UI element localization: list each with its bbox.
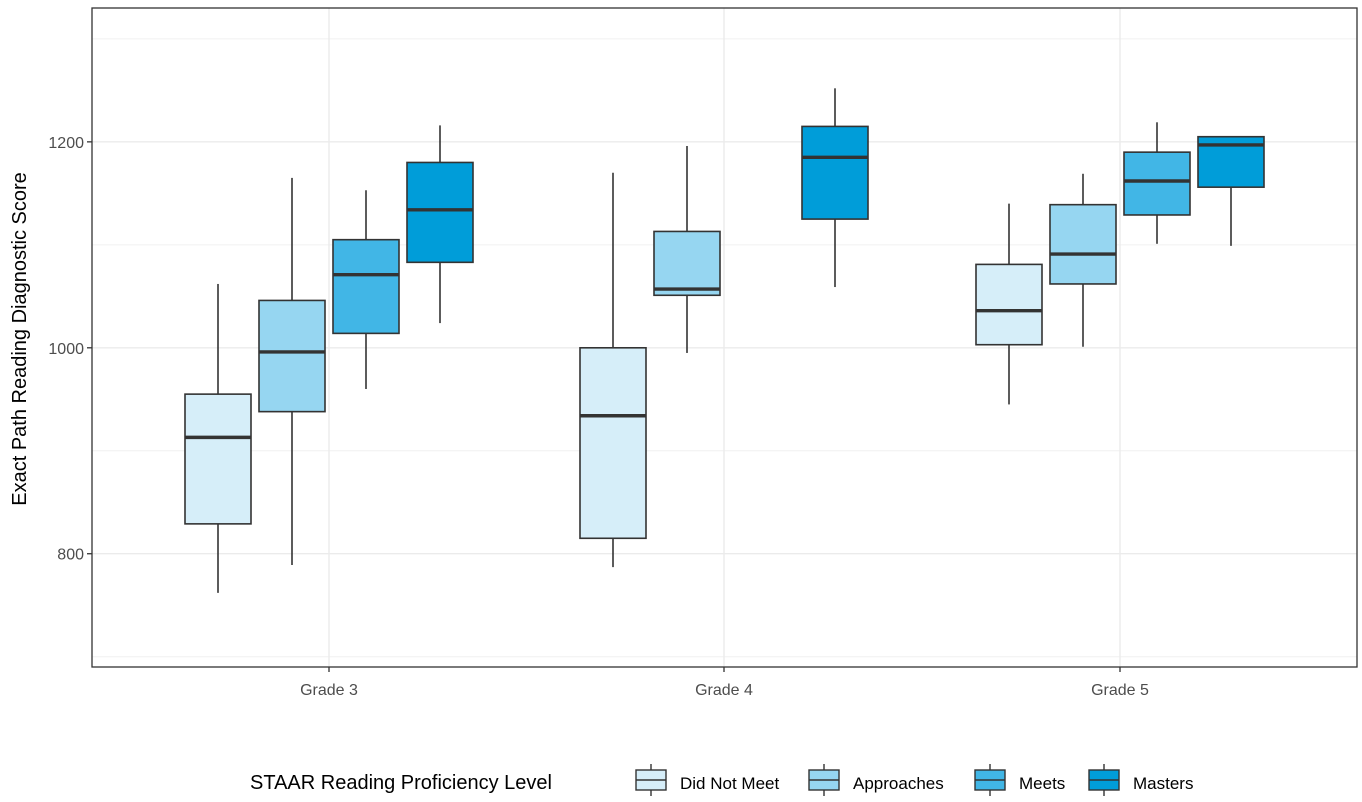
box-did-not-meet-grade-4 xyxy=(579,172,647,568)
box-masters-grade-5 xyxy=(1197,135,1265,246)
box-meets-grade-5 xyxy=(1123,122,1191,244)
y-tick-label: 1000 xyxy=(48,341,84,358)
box-iqr xyxy=(1123,151,1191,216)
box-masters-grade-3 xyxy=(406,125,474,324)
legend-title: STAAR Reading Proficiency Level xyxy=(250,772,552,794)
legend: STAAR Reading Proficiency Level Did Not … xyxy=(250,764,1193,796)
box-did-not-meet-grade-3 xyxy=(184,283,252,593)
legend-label: Meets xyxy=(1019,774,1065,793)
box-did-not-meet-grade-5 xyxy=(975,203,1043,405)
box-approaches-grade-4 xyxy=(653,145,721,353)
x-tick-label: Grade 4 xyxy=(695,682,753,699)
box-iqr xyxy=(801,125,869,220)
legend-item-meets: Meets xyxy=(974,764,1065,796)
box-iqr xyxy=(975,263,1043,346)
y-tick-label: 1200 xyxy=(48,135,84,152)
x-tick-label: Grade 5 xyxy=(1091,682,1149,699)
plot-panel: 800 1000 1200 Grade 3 Grade 4 Grade 5 xyxy=(48,7,1358,699)
box-iqr xyxy=(406,161,474,264)
box-meets-grade-3 xyxy=(332,190,400,389)
legend-label: Masters xyxy=(1133,774,1193,793)
box-iqr xyxy=(332,238,400,335)
box-iqr xyxy=(579,346,647,540)
legend-label: Did Not Meet xyxy=(680,774,779,793)
legend-item-masters: Masters xyxy=(1088,764,1193,796)
box-approaches-grade-3 xyxy=(258,177,326,566)
legend-label: Approaches xyxy=(853,774,944,793)
box-approaches-grade-5 xyxy=(1049,173,1117,347)
box-iqr xyxy=(184,393,252,525)
legend-item-did-not-meet: Did Not Meet xyxy=(635,764,779,796)
legend-item-approaches: Approaches xyxy=(808,764,944,796)
box-iqr xyxy=(1049,203,1117,285)
box-masters-grade-4 xyxy=(801,88,869,288)
y-axis-title: Exact Path Reading Diagnostic Score xyxy=(9,172,31,506)
box-iqr xyxy=(258,299,326,413)
box-iqr xyxy=(653,230,721,297)
x-tick-label: Grade 3 xyxy=(300,682,358,699)
y-tick-label: 800 xyxy=(57,547,84,564)
